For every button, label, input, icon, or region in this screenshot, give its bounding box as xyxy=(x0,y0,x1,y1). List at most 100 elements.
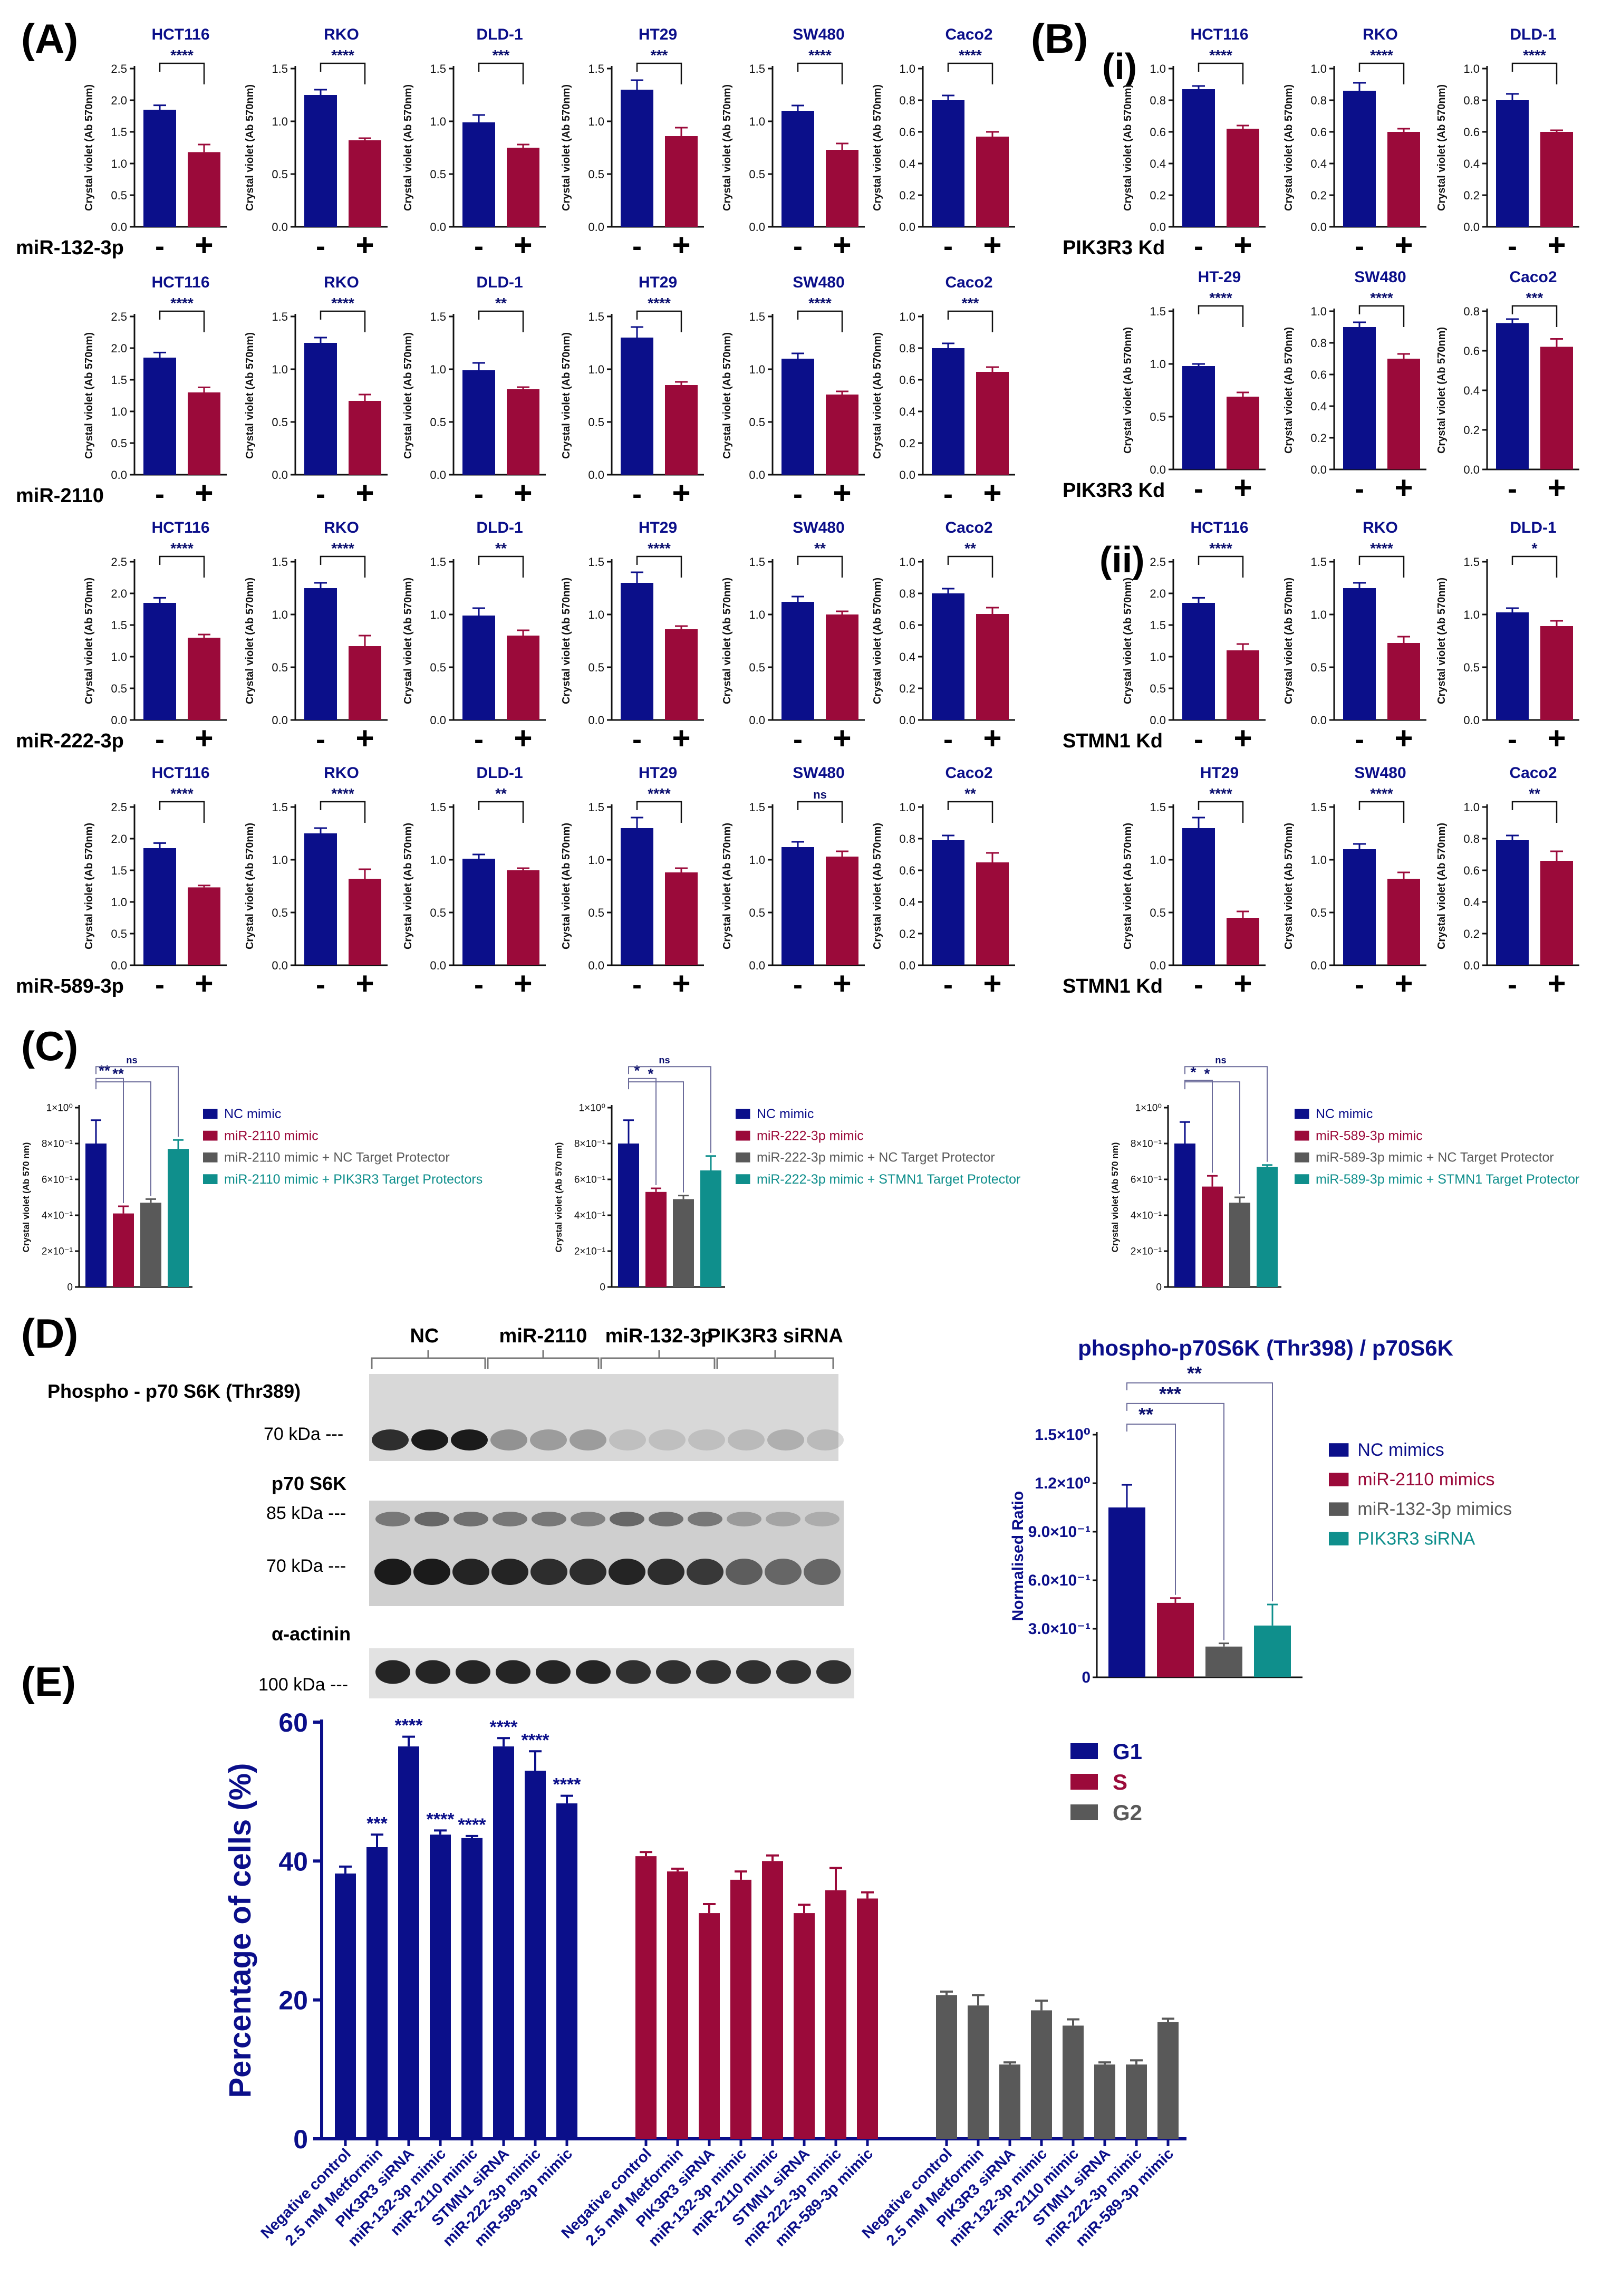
bar-plus xyxy=(188,152,220,227)
y-tick-label: 0 xyxy=(67,1282,73,1293)
chart-title: RKO xyxy=(1363,26,1398,43)
bar-minus xyxy=(304,588,337,720)
legend-label: miR-2110 mimic + NC Target Protector xyxy=(224,1150,450,1165)
significance-label: **** xyxy=(1370,47,1393,63)
bar-minus xyxy=(1182,828,1215,965)
row-treatment-label: PIK3R3 Kd xyxy=(1063,479,1165,502)
significance-bracket xyxy=(1511,555,1558,578)
blot-actinin-label: α-actinin xyxy=(272,1623,351,1645)
y-tick-label: 0.4 xyxy=(1463,384,1480,397)
y-tick-label: 0.2 xyxy=(1463,424,1480,437)
legend-swatch xyxy=(736,1152,750,1163)
y-tick-label: 1.5 xyxy=(588,555,604,569)
y-tick-label: 0.5 xyxy=(588,416,604,429)
significance-bracket xyxy=(1511,305,1558,327)
y-axis-label: Crystal violet (Ab 570nm) xyxy=(1436,578,1448,704)
category-label: - xyxy=(1508,724,1517,755)
y-tick-label: 1.5 xyxy=(430,62,446,75)
significance-label: ns xyxy=(659,1055,670,1065)
bar-g1 xyxy=(366,1847,388,2139)
bar-grey xyxy=(1205,1646,1242,1677)
y-axis-label: Crystal violet (Ab 570nm) xyxy=(402,823,414,949)
significance-label: *** xyxy=(366,1813,388,1833)
category-label: + xyxy=(672,966,690,1001)
y-tick-label: 1.0 xyxy=(1463,608,1480,621)
y-tick-label: 40 xyxy=(278,1847,308,1876)
chart-A16: HT29 Crystal violet (Ab 570nm) 0.0 0.5 1.0 1.… xyxy=(561,519,704,756)
bar-g1 xyxy=(430,1834,451,2139)
significance-label: **** xyxy=(331,295,354,311)
category-label: + xyxy=(355,720,374,756)
significance-label: *** xyxy=(1159,1383,1181,1405)
bar-plus xyxy=(507,870,539,965)
y-axis-label: Crystal violet (Ab 570nm) xyxy=(561,332,572,459)
chart-B4: HT-29 Crystal violet (Ab 570nm) 0.0 0.5 1.0 1… xyxy=(1063,268,1266,505)
y-tick-label: 1.5 xyxy=(111,864,127,877)
significance-bracket xyxy=(478,62,524,84)
y-axis-label: Crystal violet (Ab 570nm) xyxy=(1436,84,1448,211)
bar-minus xyxy=(1343,91,1376,227)
legend-swatch xyxy=(1329,1443,1349,1457)
blot-band xyxy=(493,1512,527,1526)
bar-minus xyxy=(621,828,653,965)
bar-s xyxy=(762,1861,783,2139)
category-label: - xyxy=(1508,969,1517,1001)
chart-B6: Caco2 Crystal violet (Ab 570nm) 0.0 0.2 0.4 0… xyxy=(1436,268,1579,505)
bar-minus xyxy=(462,122,495,227)
y-axis-label: Crystal violet (Ab 570nm) xyxy=(721,578,733,704)
category-label: - xyxy=(943,969,953,1001)
category-label: - xyxy=(155,724,165,755)
blot-band xyxy=(490,1429,527,1450)
chart-A21: DLD-1 Crystal violet (Ab 570nm) 0.0 0.5 1.0 1… xyxy=(402,764,546,1001)
y-tick-label: 0.0 xyxy=(749,468,765,482)
bar-minus xyxy=(932,840,964,965)
y-tick-label: 0.8 xyxy=(1150,94,1166,107)
y-tick-label: 1.0 xyxy=(272,115,288,128)
bar-minus xyxy=(143,358,176,475)
chart-title: DLD-1 xyxy=(1510,26,1556,43)
category-label: - xyxy=(316,969,325,1001)
panel-label-b-i: (i) xyxy=(1102,46,1137,87)
category-label: + xyxy=(1394,720,1413,756)
y-axis-label: Crystal violet (Ab 570nm) xyxy=(1436,823,1448,949)
y-tick-label: 1.5 xyxy=(111,126,127,139)
chart-title: HT29 xyxy=(639,764,677,782)
y-tick-label: 0.6 xyxy=(899,619,915,632)
legend-swatch xyxy=(1295,1130,1309,1141)
bar-grey xyxy=(1229,1203,1250,1287)
y-axis-label: Crystal violet (Ab 570nm) xyxy=(244,578,256,704)
y-tick-label: 1×10⁰ xyxy=(46,1102,73,1113)
blot-phospho-kda: 70 kDa --- xyxy=(264,1424,343,1444)
panel-label-b-ii: (ii) xyxy=(1099,539,1145,580)
bar-plus xyxy=(188,392,220,475)
chart-title: Caco2 xyxy=(945,764,992,782)
y-tick-label: 0.5 xyxy=(588,168,604,181)
significance-bracket xyxy=(797,310,843,332)
significance-bracket xyxy=(1511,62,1558,84)
y-tick-label: 1.0 xyxy=(1310,853,1327,867)
chart-B9: DLD-1 Crystal violet (Ab 570nm) 0.0 0.5 1.0 1… xyxy=(1436,519,1579,756)
y-tick-label: 0.4 xyxy=(899,157,915,170)
bar-plus xyxy=(1540,347,1573,469)
y-tick-label: 2.5 xyxy=(1150,555,1166,569)
significance-label: ** xyxy=(495,785,507,802)
blot-band xyxy=(530,1559,567,1585)
y-tick-label: 1.5 xyxy=(111,619,127,632)
blot-band xyxy=(805,1512,840,1526)
y-tick-label: 0.5 xyxy=(111,682,127,695)
category-label: + xyxy=(355,966,374,1001)
chart-B11: SW480 Crystal violet (Ab 570nm) 0.0 0.5 1.0 1… xyxy=(1283,764,1426,1001)
y-tick-label: 0.5 xyxy=(430,661,446,674)
blot-group-pik3r3: PIK3R3 siRNA xyxy=(707,1325,843,1347)
bar-grey xyxy=(140,1203,161,1287)
bar-plus xyxy=(1227,650,1259,720)
chart-C2: Crystal violet (Ab 570 nm) 0 2×10⁻¹ 4×10⁻¹ 6… xyxy=(554,1055,1020,1293)
y-axis-label: Crystal violet (Ab 570nm) xyxy=(1283,578,1295,704)
bar-g2 xyxy=(999,2064,1020,2139)
y-tick-label: 0.5 xyxy=(430,416,446,429)
bar-minus xyxy=(143,110,176,227)
y-tick-label: 1.5 xyxy=(1150,305,1166,318)
y-tick-label: 1.0 xyxy=(111,157,127,170)
y-tick-label: 1.0 xyxy=(1310,305,1327,318)
chart-title: DLD-1 xyxy=(476,26,523,43)
